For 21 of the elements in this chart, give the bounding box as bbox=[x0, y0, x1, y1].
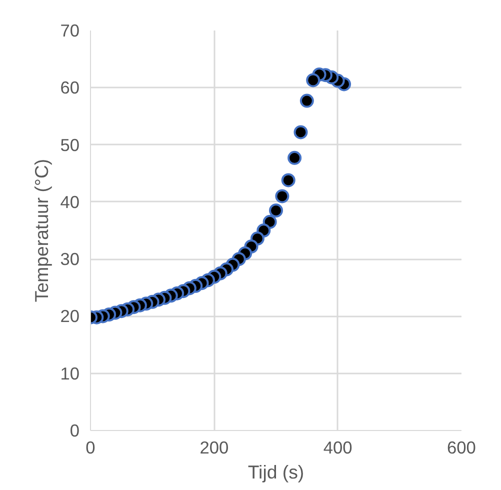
y-axis-title: Temperatuur (°C) bbox=[31, 158, 52, 302]
point bbox=[294, 125, 308, 140]
point bbox=[269, 204, 283, 218]
point bbox=[300, 94, 314, 108]
x-axis-title: Tijd (s) bbox=[248, 462, 304, 482]
x-tick-label: 400 bbox=[323, 438, 352, 458]
point bbox=[275, 189, 290, 204]
point bbox=[281, 173, 296, 188]
x-tick-label: 600 bbox=[447, 438, 476, 458]
y-tick-label: 60 bbox=[60, 78, 80, 98]
point bbox=[306, 73, 320, 88]
y-tick-label: 20 bbox=[60, 306, 80, 326]
x-tick-label: 0 bbox=[86, 438, 96, 458]
y-tick-label: 10 bbox=[60, 363, 80, 384]
y-tick-label: 0 bbox=[70, 420, 80, 440]
y-tick-label: 40 bbox=[60, 192, 80, 212]
y-tick-label: 70 bbox=[60, 20, 80, 40]
y-tick-label: 50 bbox=[60, 134, 80, 155]
y-tick-label: 30 bbox=[60, 249, 80, 270]
x-tick-label: 200 bbox=[200, 438, 229, 458]
point bbox=[288, 150, 302, 165]
